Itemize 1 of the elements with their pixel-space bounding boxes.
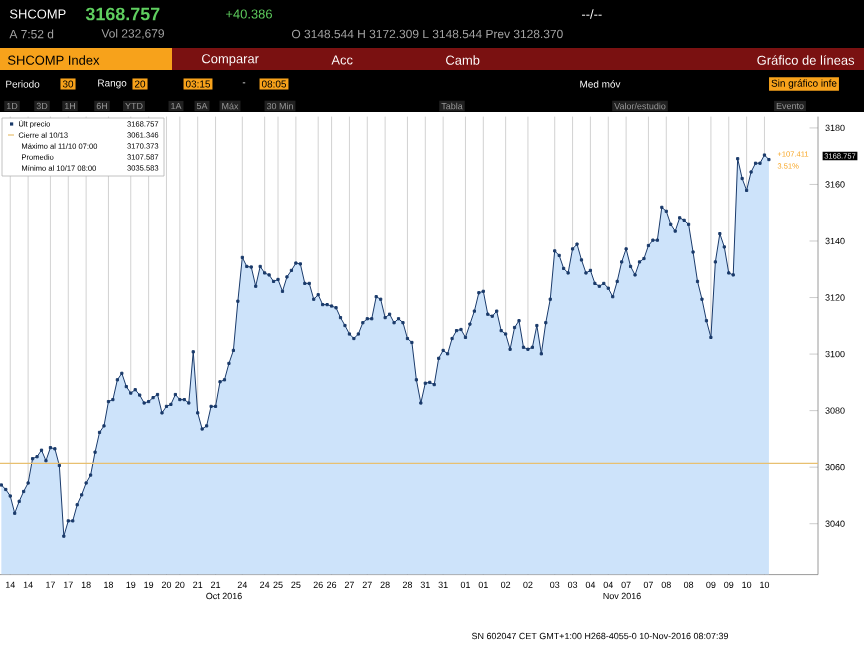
- text: 3168.757: [85, 7, 160, 21]
